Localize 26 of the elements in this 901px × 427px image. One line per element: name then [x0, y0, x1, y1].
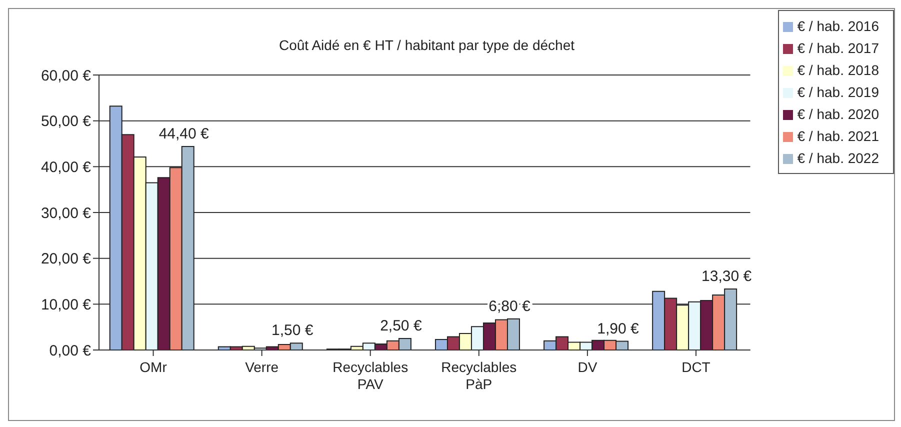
y-tick-label: 50,00 € — [40, 113, 92, 130]
legend-label: € / hab. 2022 — [797, 150, 879, 166]
x-tick-label: OMr — [140, 359, 168, 375]
legend-label: € / hab. 2020 — [797, 106, 879, 122]
legend-label: € / hab. 2019 — [797, 84, 879, 100]
chart-title: Coût Aidé en € HT / habitant par type de déchet — [279, 37, 574, 53]
y-tick-label: 30,00 € — [40, 204, 92, 222]
x-tick-label: Verre — [245, 359, 279, 375]
x-tick-label: Recyclables PAV — [332, 359, 408, 392]
x-tick-label: DV — [578, 359, 598, 375]
legend-label: € / hab. 2021 — [797, 128, 879, 144]
y-tick-label: 40,00 € — [40, 158, 92, 176]
y-tick-label: 20,00 € — [40, 250, 92, 268]
data-label: 44,40 € — [158, 126, 210, 142]
data-label: 1,50 € — [272, 322, 314, 340]
x-tick-label: DCT — [682, 359, 711, 375]
y-tick-label: 60,00 € — [40, 67, 92, 84]
legend-label: € / hab. 2018 — [797, 62, 879, 78]
x-tick-label: Recyclables PàP — [441, 359, 517, 392]
data-label: 2,50 € — [380, 318, 422, 335]
legend-label: € / hab. 2016 — [797, 18, 879, 34]
data-label: 1,90 € — [597, 320, 640, 338]
legend-label: € / hab. 2017 — [797, 40, 879, 56]
data-label: 13,30 € — [702, 268, 752, 286]
y-tick-label: 10,00 € — [40, 296, 92, 314]
y-tick-label: 0,00 € — [49, 342, 92, 360]
